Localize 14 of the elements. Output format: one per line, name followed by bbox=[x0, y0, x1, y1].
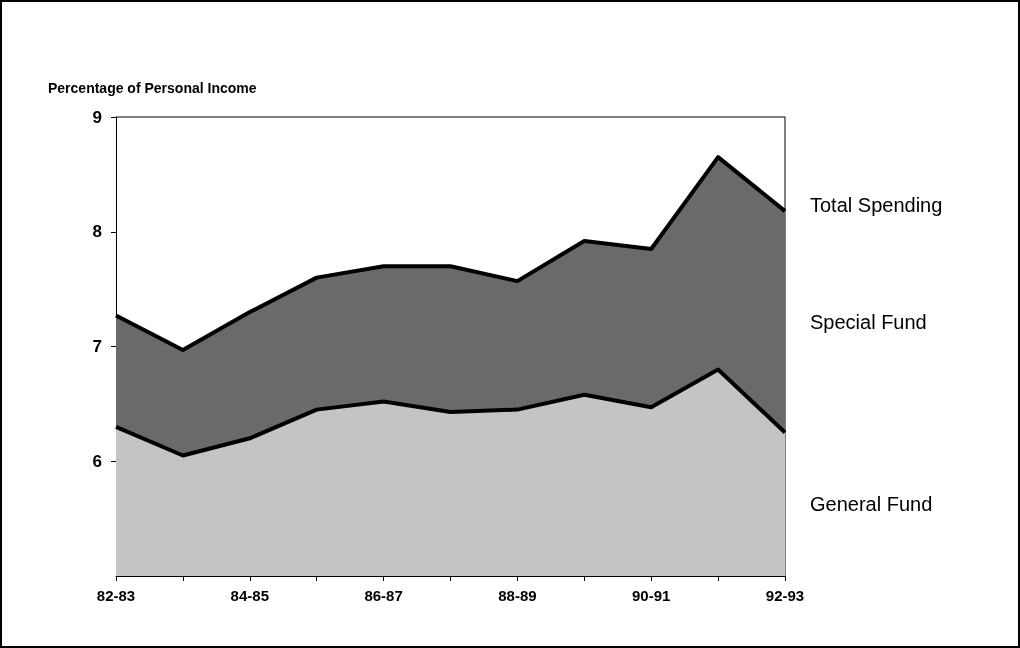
y-tick-label: 9 bbox=[92, 107, 102, 127]
x-tick-label: 88-89 bbox=[498, 587, 537, 604]
x-tick-label: 90-91 bbox=[632, 587, 671, 604]
x-tick-label: 92-93 bbox=[765, 587, 805, 604]
y-tick-label: 7 bbox=[92, 337, 102, 356]
y-tick-label: 6 bbox=[92, 451, 102, 471]
series-label: General Fund bbox=[810, 493, 933, 516]
series-label: Total Spending bbox=[810, 194, 943, 217]
x-tick-label: 84-85 bbox=[230, 587, 269, 604]
y-tick-label: 8 bbox=[92, 222, 102, 242]
x-tick-label: 86-87 bbox=[364, 587, 403, 604]
y-axis-title: Percentage of Personal Income bbox=[48, 80, 257, 96]
x-tick-label: 82-83 bbox=[96, 587, 136, 604]
text: Special Fund bbox=[810, 310, 927, 333]
